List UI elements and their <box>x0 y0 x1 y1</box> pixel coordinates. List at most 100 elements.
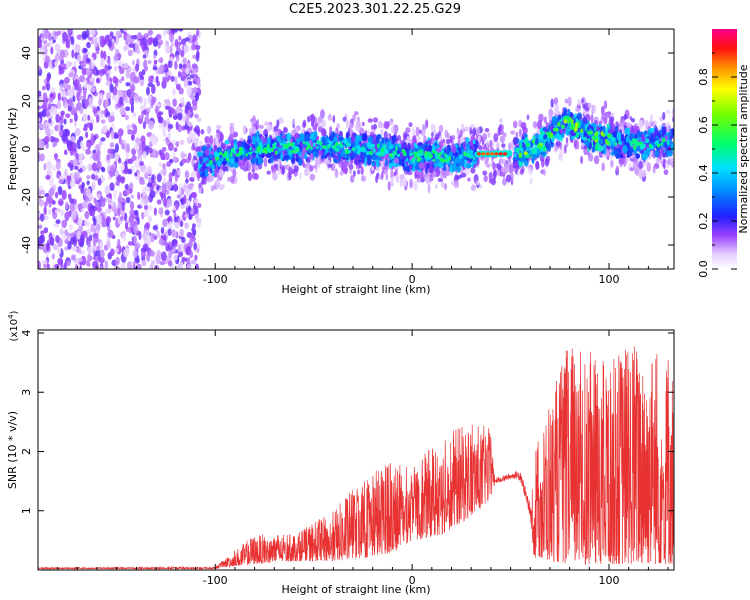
heatmap-cell <box>462 141 467 148</box>
heatmap-cell <box>654 149 660 158</box>
heatmap-cell <box>77 217 83 227</box>
heatmap-cell <box>194 44 201 51</box>
heatmap-cell <box>224 139 230 145</box>
heatmap-cell <box>123 212 128 222</box>
heatmap-cell <box>148 75 153 84</box>
heatmap-cell <box>147 60 152 65</box>
heatmap-cell <box>197 151 203 157</box>
heatmap-cell <box>127 241 134 246</box>
heatmap-cell <box>89 29 96 37</box>
heatmap-cell <box>147 205 153 212</box>
heatmap-cell <box>64 201 69 210</box>
heatmap-cell <box>493 132 499 143</box>
heatmap-cell <box>314 157 319 166</box>
heatmap-cell <box>143 168 147 175</box>
heatmap-cell <box>147 215 152 223</box>
heatmap-cell <box>558 152 564 162</box>
heatmap-cell <box>164 241 169 247</box>
heatmap-cell <box>69 198 75 204</box>
heatmap-cell <box>147 29 154 36</box>
heatmap-cell <box>74 165 79 170</box>
heatmap-cell <box>58 179 64 185</box>
heatmap-cell <box>101 167 106 173</box>
heatmap-cell <box>266 136 272 146</box>
heatmap-cell <box>408 122 413 128</box>
heatmap-cell <box>87 246 94 255</box>
heatmap-cell <box>52 243 59 251</box>
heatmap-cell <box>120 164 125 171</box>
heatmap-cell <box>383 169 389 174</box>
heatmap-cell <box>186 231 193 238</box>
heatmap-cell <box>409 178 414 189</box>
heatmap-cell <box>338 153 342 162</box>
heatmap-cell <box>62 31 68 42</box>
heatmap-cell <box>590 114 594 123</box>
heatmap-cell <box>83 98 90 107</box>
heatmap-cell <box>185 178 189 184</box>
heatmap-cell <box>185 101 192 110</box>
heatmap-cell <box>81 181 85 189</box>
heatmap-cell <box>391 134 397 143</box>
heatmap-cell <box>44 126 51 136</box>
heatmap-cell <box>121 110 126 115</box>
heatmap-cell <box>163 120 167 128</box>
heatmap-cell <box>199 157 203 165</box>
heatmap-cell <box>671 128 674 136</box>
heatmap-cell <box>115 247 119 253</box>
heatmap-cell <box>50 87 56 93</box>
heatmap-cell <box>153 235 158 240</box>
heatmap-cell <box>603 116 608 125</box>
heatmap-cell <box>129 209 134 215</box>
heatmap-cell <box>247 138 252 144</box>
heatmap-cell <box>43 215 49 221</box>
heatmap-cell <box>56 172 60 179</box>
heatmap-cell <box>164 98 170 104</box>
heatmap-cell <box>119 96 124 106</box>
heatmap-cell <box>644 130 648 135</box>
heatmap-cell <box>313 130 318 139</box>
heatmap-cell <box>327 113 333 121</box>
heatmap-cell <box>440 140 444 148</box>
heatmap-cell <box>76 139 82 150</box>
heatmap-cell <box>186 157 191 164</box>
heatmap-cell <box>195 52 200 62</box>
heatmap-cell <box>196 146 201 152</box>
heatmap-cell <box>256 135 260 144</box>
heatmap-cell <box>115 256 120 266</box>
heatmap-cell <box>65 38 70 48</box>
heatmap-cell <box>489 139 493 149</box>
heatmap-cell <box>129 201 135 211</box>
heatmap-cell <box>116 53 122 59</box>
heatmap-cell <box>340 160 345 166</box>
heatmap-cell <box>354 158 359 166</box>
heatmap-cell <box>105 98 109 108</box>
heatmap-cell <box>258 124 264 130</box>
heatmap-cell <box>82 115 88 123</box>
heatmap-cell <box>360 175 367 182</box>
heatmap-cell <box>664 135 669 141</box>
heatmap-cell <box>115 180 120 186</box>
heatmap-cell <box>177 251 184 258</box>
heatmap-cell <box>271 164 275 171</box>
heatmap-cell <box>278 117 284 124</box>
heatmap-cell <box>109 142 115 148</box>
heatmap-cell <box>385 158 388 167</box>
heatmap-cell <box>100 58 105 68</box>
heatmap-cell <box>39 153 45 162</box>
heatmap-cell <box>163 29 167 35</box>
heatmap-cell <box>154 190 159 195</box>
heatmap-cell <box>105 131 110 139</box>
heatmap-cell <box>68 97 73 107</box>
heatmap-cell <box>167 75 171 81</box>
heatmap-cell <box>219 184 224 191</box>
heatmap-cell <box>582 104 586 109</box>
heatmap-cell <box>499 118 503 123</box>
heatmap-cell <box>199 140 203 145</box>
heatmap-cell <box>156 173 162 183</box>
heatmap-cell <box>141 211 145 220</box>
heatmap-cell <box>114 77 119 84</box>
heatmap-cell <box>86 180 90 186</box>
heatmap-cell <box>180 49 185 58</box>
heatmap-cell <box>629 116 633 121</box>
heatmap-cell <box>467 177 471 182</box>
